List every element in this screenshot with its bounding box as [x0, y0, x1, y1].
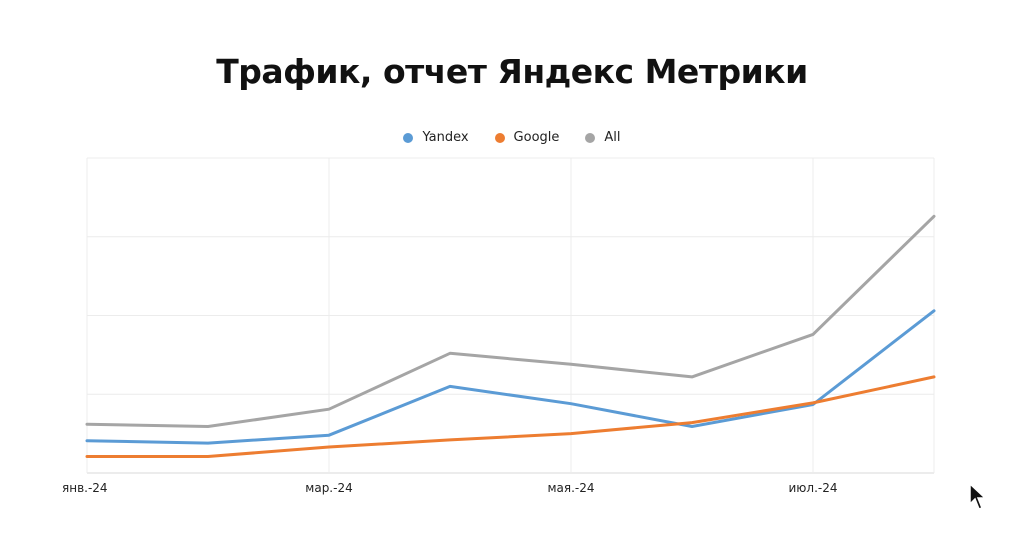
series-line-yandex — [85, 309, 936, 445]
legend-marker-google — [494, 132, 505, 143]
series-line-all — [85, 214, 936, 428]
x-tick-label: мая.-24 — [547, 481, 594, 495]
mouse-cursor-icon — [969, 482, 987, 510]
legend-label-all: All — [604, 130, 621, 145]
series-line-google — [85, 375, 936, 458]
legend-item-google: Google — [494, 130, 560, 145]
legend-label-google: Google — [513, 130, 560, 145]
chart-title: Трафик, отчет Яндекс Метрики — [216, 52, 808, 91]
x-tick-label: мар.-24 — [305, 481, 352, 495]
legend-label-yandex: Yandex — [422, 130, 469, 145]
legend-marker-yandex — [403, 132, 414, 143]
chart-legend: Yandex Google All — [0, 130, 1024, 145]
x-tick-label: янв.-24 — [62, 481, 108, 495]
legend-item-all: All — [585, 130, 621, 145]
legend-marker-all — [585, 132, 596, 143]
legend-item-yandex: Yandex — [403, 130, 469, 145]
x-tick-label: июл.-24 — [789, 481, 838, 495]
